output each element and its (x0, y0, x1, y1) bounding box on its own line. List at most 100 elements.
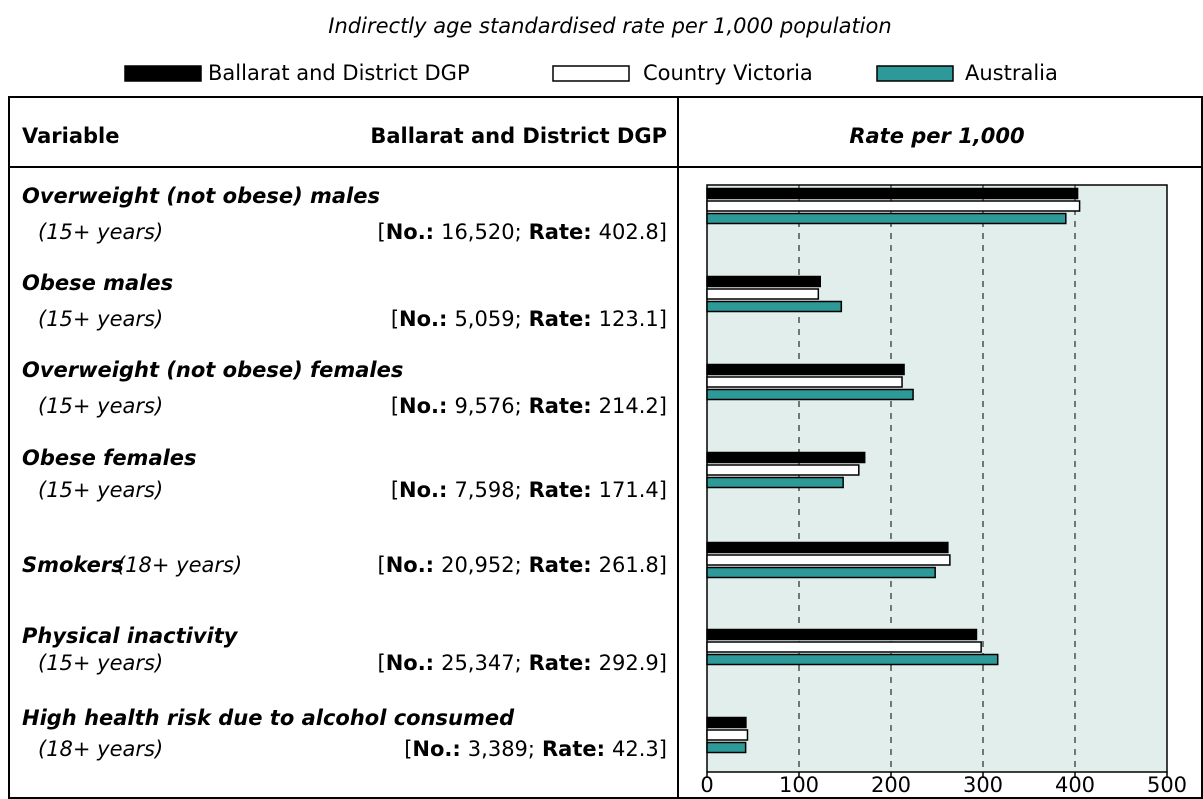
row-figures: [No.: 16,520; Rate: 402.8] (377, 220, 667, 244)
rate-label: Rate: (529, 307, 592, 331)
count-label: No.: (412, 737, 460, 761)
rate-value: 214.2 (599, 394, 659, 418)
rate-label: Rate: (529, 651, 592, 675)
row-figures: [No.: 5,059; Rate: 123.1] (391, 307, 667, 331)
header-variable: Variable (22, 124, 119, 148)
x-tick-label: 500 (1147, 773, 1187, 797)
bracket: ] (659, 737, 667, 761)
bracket: ] (659, 220, 667, 244)
rate-label: Rate: (529, 394, 592, 418)
count-label: No.: (386, 220, 434, 244)
count-value: 25,347 (441, 651, 514, 675)
bracket: [ (377, 220, 385, 244)
bar (706, 288, 820, 300)
bar (706, 541, 949, 554)
bracket: ] (659, 394, 667, 418)
legend-label: Country Victoria (643, 61, 813, 85)
count-value: 16,520 (441, 220, 514, 244)
row-label: Overweight (not obese) males (22, 184, 380, 208)
bar (706, 200, 1081, 212)
bracket: ] (659, 553, 667, 577)
row-figures: [No.: 25,347; Rate: 292.9] (377, 651, 667, 675)
separator: ; (515, 307, 522, 331)
separator: ; (515, 220, 522, 244)
count-value: 7,598 (454, 478, 514, 502)
legend-label: Australia (965, 61, 1058, 85)
legend-label: Ballarat and District DGP (208, 61, 470, 85)
rate-value: 123.1 (599, 307, 659, 331)
rate-value: 402.8 (599, 220, 659, 244)
separator: ; (515, 394, 522, 418)
legend-swatch (124, 65, 202, 82)
legend-swatch (552, 65, 630, 82)
subtitle: Indirectly age standardised rate per 1,0… (328, 14, 891, 38)
bar (706, 741, 747, 754)
bar (706, 187, 1079, 200)
row-label: Overweight (not obese) females (22, 358, 403, 382)
row-age: (18+ years) (117, 553, 242, 577)
count-label: No.: (399, 478, 447, 502)
bracket: [ (391, 394, 399, 418)
bracket: [ (391, 307, 399, 331)
bracket: ] (659, 307, 667, 331)
row-label: Smokers (22, 553, 124, 577)
x-tick-label: 400 (1055, 773, 1095, 797)
row-label: Physical inactivity (22, 624, 239, 648)
separator: ; (515, 651, 522, 675)
rate-label: Rate: (529, 220, 592, 244)
bar (706, 716, 747, 729)
bar (706, 476, 844, 489)
bracket: [ (404, 737, 412, 761)
rate-value: 42.3 (612, 737, 659, 761)
bar (706, 363, 905, 376)
separator: ; (515, 478, 522, 502)
bracket: ] (659, 651, 667, 675)
bar (706, 300, 843, 313)
bracket: ] (659, 478, 667, 502)
rate-value: 261.8 (599, 553, 659, 577)
bar (706, 275, 822, 288)
x-tick-label: 200 (871, 773, 911, 797)
rate-value: 171.4 (599, 478, 659, 502)
x-tick-label: 0 (700, 773, 713, 797)
count-value: 3,389 (468, 737, 528, 761)
row-figures: [No.: 3,389; Rate: 42.3] (404, 737, 667, 761)
header-rate: Rate per 1,000 (849, 124, 1024, 148)
bar (706, 729, 749, 741)
x-tick-label: 100 (779, 773, 819, 797)
bar (706, 464, 860, 476)
legend-swatch (876, 65, 954, 82)
row-age: (15+ years) (38, 478, 163, 502)
count-value: 9,576 (454, 394, 514, 418)
row-age: (15+ years) (38, 307, 163, 331)
count-value: 20,952 (441, 553, 514, 577)
count-label: No.: (399, 394, 447, 418)
bar (706, 388, 914, 401)
row-age: (15+ years) (38, 651, 163, 675)
row-figures: [No.: 7,598; Rate: 171.4] (391, 478, 667, 502)
separator: ; (528, 737, 535, 761)
row-age: (15+ years) (38, 394, 163, 418)
row-label: Obese males (22, 271, 173, 295)
x-tick-label: 300 (963, 773, 1003, 797)
row-label: Obese females (22, 446, 197, 470)
rate-value: 292.9 (599, 651, 659, 675)
bar (706, 554, 951, 566)
bracket: [ (391, 478, 399, 502)
header-region: Ballarat and District DGP (370, 124, 667, 148)
rate-label: Rate: (529, 478, 592, 502)
table-border (8, 96, 1203, 799)
count-value: 5,059 (454, 307, 514, 331)
bracket: [ (377, 553, 385, 577)
row-age: (18+ years) (38, 737, 163, 761)
row-figures: [No.: 9,576; Rate: 214.2] (391, 394, 667, 418)
count-label: No.: (399, 307, 447, 331)
rate-label: Rate: (529, 553, 592, 577)
separator: ; (515, 553, 522, 577)
count-label: No.: (386, 651, 434, 675)
bar (706, 212, 1067, 225)
bar (706, 451, 866, 464)
bar (706, 376, 903, 388)
